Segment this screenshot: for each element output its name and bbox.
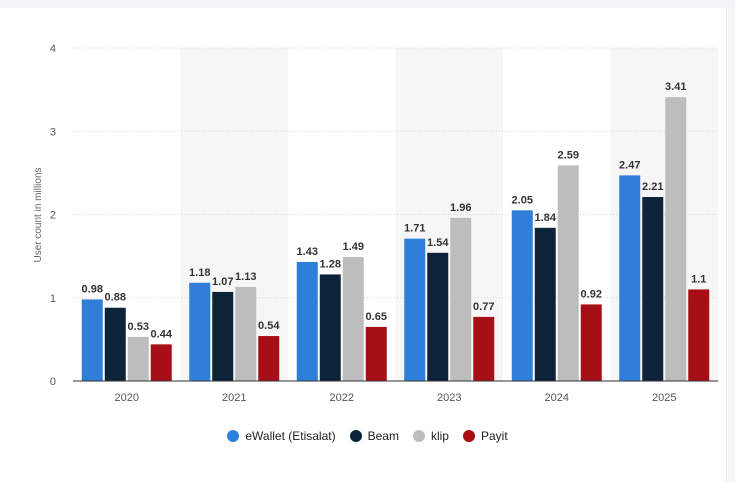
- legend-item[interactable]: Payit: [462, 429, 508, 443]
- data-label: 1.71: [404, 223, 425, 235]
- data-label: 2.21: [642, 181, 663, 193]
- bar: [258, 336, 280, 381]
- bar: [511, 210, 533, 381]
- data-labels: 0.980.88 0.530.44 1.181.07 1.13 0.54 1.431.28…: [82, 81, 707, 340]
- y-tick-label: 3: [50, 126, 56, 138]
- x-tick-label: 2023: [437, 392, 461, 404]
- bar: [127, 336, 149, 381]
- y-axis-ticks: 0 1 2 3 4: [50, 43, 56, 388]
- data-label: 1.49: [343, 241, 364, 253]
- data-label: 1.54: [427, 237, 449, 249]
- x-tick-label: 2020: [115, 392, 139, 404]
- data-label: 0.98: [82, 283, 103, 295]
- legend-marker: [349, 430, 362, 442]
- bars: [81, 97, 710, 382]
- data-label: 1.07: [212, 276, 233, 288]
- data-label: 0.92: [581, 288, 602, 300]
- bar: [235, 286, 257, 381]
- data-label: 2.05: [512, 194, 533, 206]
- legend-item[interactable]: klip: [412, 429, 449, 443]
- x-tick-label: 2021: [222, 392, 246, 404]
- data-label: 0.88: [105, 292, 126, 304]
- bar: [104, 307, 126, 381]
- y-axis-label: User count in millions: [33, 167, 44, 262]
- legend-marker: [462, 430, 475, 442]
- data-label: 1.13: [235, 271, 256, 283]
- bar: [450, 217, 472, 381]
- x-axis-ticks: 2020 2021 2022 2023 2024 2025: [115, 392, 677, 404]
- bar: [473, 316, 495, 381]
- x-tick-label: 2022: [330, 392, 354, 404]
- data-label: 0.44: [151, 328, 173, 340]
- data-label: 0.77: [473, 301, 494, 313]
- x-tick-label: 2025: [652, 392, 676, 404]
- bar: [296, 261, 318, 381]
- bar: [365, 326, 387, 381]
- bar: [580, 304, 602, 381]
- legend-label: Beam: [367, 429, 399, 443]
- y-tick-label: 2: [50, 210, 56, 222]
- legend-label: Payit: [480, 429, 508, 443]
- bar: [557, 165, 579, 381]
- data-label: 0.53: [128, 321, 149, 333]
- top-band: [0, 0, 735, 8]
- bar: [404, 238, 426, 381]
- y-tick-label: 4: [50, 43, 56, 55]
- bar: [319, 274, 341, 381]
- bar: [665, 97, 687, 382]
- legend-marker: [412, 430, 425, 442]
- legend-label: klip: [430, 429, 449, 443]
- bar: [342, 256, 364, 381]
- bar: [534, 227, 556, 381]
- bar: [642, 197, 664, 381]
- legend-item[interactable]: eWallet (Etisalat): [227, 429, 336, 443]
- data-label: 2.47: [619, 159, 640, 171]
- y-tick-label: 1: [50, 293, 56, 305]
- bar: [619, 175, 641, 381]
- legend-item[interactable]: Beam: [349, 429, 399, 443]
- bar: [189, 282, 211, 381]
- data-label: 1.96: [450, 202, 471, 214]
- data-label: 1.28: [320, 258, 341, 270]
- data-label: 0.65: [366, 311, 387, 323]
- gridlines: [73, 47, 718, 299]
- data-label: 3.41: [665, 81, 686, 93]
- data-label: 1.43: [297, 246, 318, 258]
- bar: [81, 299, 103, 381]
- data-label: 0.54: [258, 320, 280, 332]
- bar: [212, 291, 234, 381]
- legend: eWallet (Etisalat) Beam klip Payit: [0, 429, 735, 443]
- bar: [427, 252, 449, 381]
- data-label: 1.18: [189, 267, 210, 279]
- x-tick-label: 2024: [545, 392, 569, 404]
- data-label: 2.59: [558, 149, 579, 161]
- legend-marker: [227, 430, 240, 442]
- data-label: 1.1: [691, 273, 706, 285]
- data-label: 1.84: [535, 212, 557, 224]
- y-tick-label: 0: [50, 376, 56, 388]
- bar: [688, 289, 710, 381]
- side-panel-edge: [726, 8, 735, 482]
- legend-label: eWallet (Etisalat): [245, 429, 336, 443]
- bar: [150, 344, 172, 381]
